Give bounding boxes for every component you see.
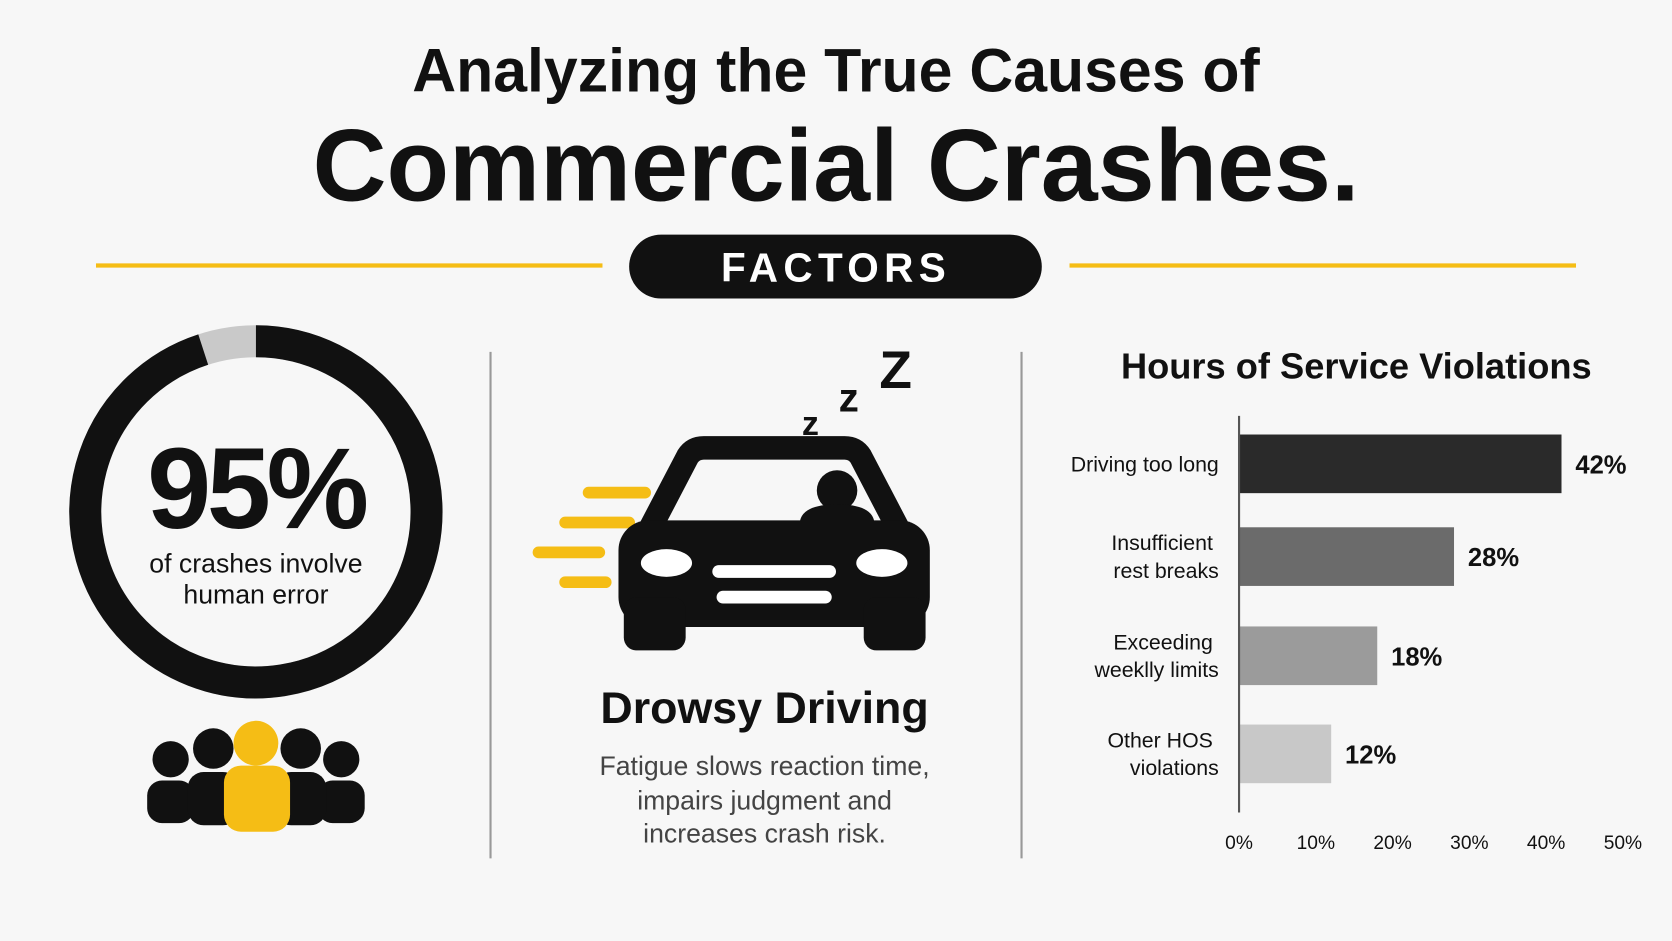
donut-caption: human error: [183, 580, 328, 610]
x-tick-label: 50%: [1604, 833, 1642, 854]
feature-text: Fatigue slows reaction time,: [599, 751, 929, 781]
feature-text: increases crash risk.: [643, 818, 886, 848]
sleep-letter: z: [802, 405, 819, 443]
title: Analyzing the True Causes of: [412, 37, 1260, 105]
x-tick-label: 0%: [1225, 833, 1253, 854]
donut-arc: [69, 325, 443, 699]
value-label: 18%: [1391, 643, 1442, 671]
bar: [1239, 724, 1332, 784]
people-icon: [147, 720, 365, 832]
donut-caption: of crashes involve: [149, 549, 362, 579]
badge-text: FACTORS: [721, 245, 951, 291]
category-label: Other HOS violations: [1107, 728, 1218, 780]
category-label: Driving too long: [1071, 452, 1219, 476]
value-label: 42%: [1575, 451, 1626, 479]
x-tick-label: 40%: [1527, 833, 1565, 854]
feature-text: impairs judgment and: [637, 785, 892, 815]
category-label: Insufficient rest breaks: [1111, 531, 1218, 583]
donut-value: 95%: [147, 425, 367, 553]
bar: [1239, 434, 1562, 494]
category-label: Exceeding weeklly limits: [1093, 630, 1218, 682]
value-label: 28%: [1468, 544, 1519, 572]
chart-title: Hours of Service Violations: [1121, 346, 1592, 387]
bar: [1239, 626, 1378, 686]
sleep-letter: Z: [879, 341, 912, 400]
badge: [629, 234, 1042, 299]
x-tick-label: 20%: [1373, 833, 1411, 854]
value-label: 12%: [1345, 741, 1396, 769]
x-tick-label: 10%: [1297, 833, 1335, 854]
subtitle: Commercial Crashes.: [313, 107, 1360, 222]
bar: [1239, 527, 1455, 586]
sleep-letter: z: [839, 375, 859, 421]
feature-title: Drowsy Driving: [600, 683, 928, 733]
car-icon: [532, 436, 930, 651]
x-tick-label: 30%: [1450, 833, 1488, 854]
